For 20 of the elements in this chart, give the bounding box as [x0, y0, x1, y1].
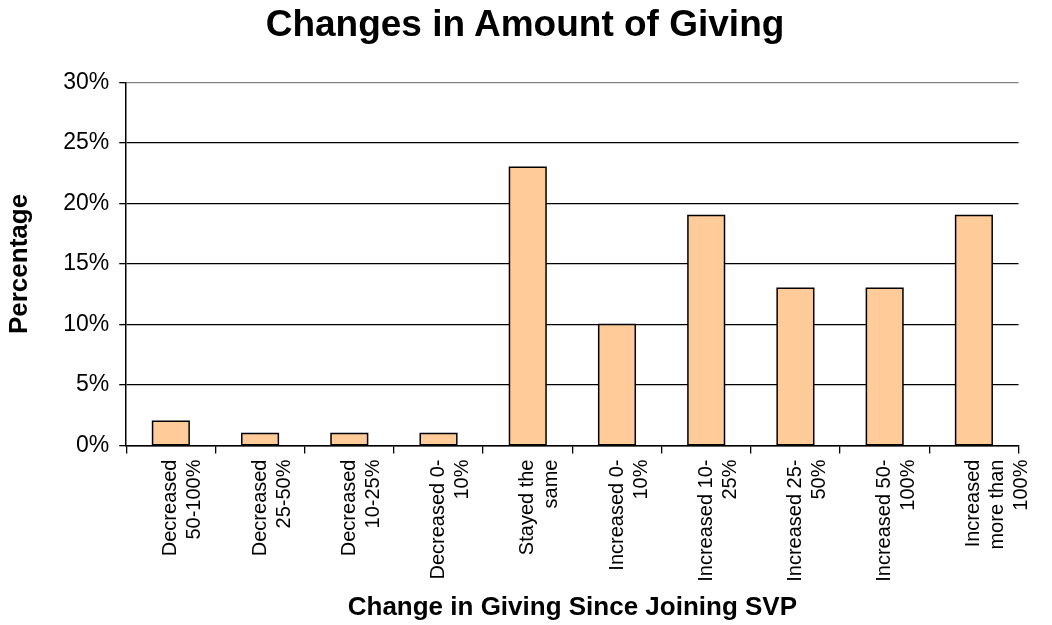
x-tick-label: Increased 25-50%: [782, 459, 829, 582]
x-tick-label: Decreased 25-50%: [247, 459, 294, 557]
x-tick-label: Decreased 50-100%: [158, 459, 205, 557]
x-tick-label: Decreased 10-25%: [336, 459, 383, 557]
x-tick-label: Increased 10-25%: [693, 459, 740, 582]
x-tick-label: Stayed the same: [515, 459, 562, 556]
x-tick-label: Increased 50-100%: [872, 459, 919, 582]
y-tick-label: 5%: [75, 370, 110, 397]
y-tick-label: 25%: [63, 128, 110, 155]
x-tick-label: Increased 0-10%: [604, 459, 651, 571]
y-tick-label: 15%: [63, 249, 110, 276]
y-tick-label: 20%: [63, 188, 110, 215]
chart-title: Changes in Amount of Giving: [265, 3, 785, 45]
x-tick-label: Decreased 0-10%: [426, 459, 473, 580]
x-tick-label: Increased more than 100%: [961, 459, 1032, 550]
y-tick-label: 10%: [63, 309, 110, 336]
y-tick-label: 30%: [63, 67, 110, 94]
y-axis-title: Percentage: [2, 193, 33, 335]
x-axis-title: Change in Giving Since Joining SVP: [347, 590, 798, 621]
y-tick-label: 0%: [75, 430, 110, 457]
